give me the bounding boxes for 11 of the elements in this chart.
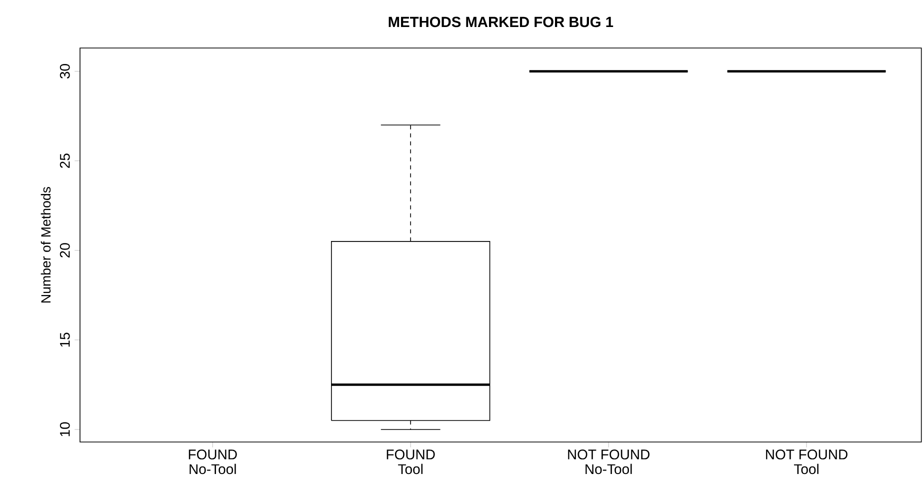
y-tick-label: 30: [60, 64, 70, 79]
y-axis-title: Number of Methods: [40, 186, 51, 302]
y-tick-label: 15: [60, 332, 70, 347]
y-tick-label: 25: [60, 154, 70, 168]
chart-title: METHODS MARKED FOR BUG 1: [388, 16, 614, 28]
x-tick-label: NOT FOUND No-Tool: [568, 450, 650, 474]
y-tick-label: 10: [60, 422, 70, 436]
x-tick-label: FOUND Tool: [386, 450, 435, 474]
x-tick-label: FOUND No-Tool: [188, 450, 237, 474]
x-tick-label: NOT FOUND Tool: [766, 450, 848, 474]
y-tick-label: 20: [60, 243, 70, 258]
